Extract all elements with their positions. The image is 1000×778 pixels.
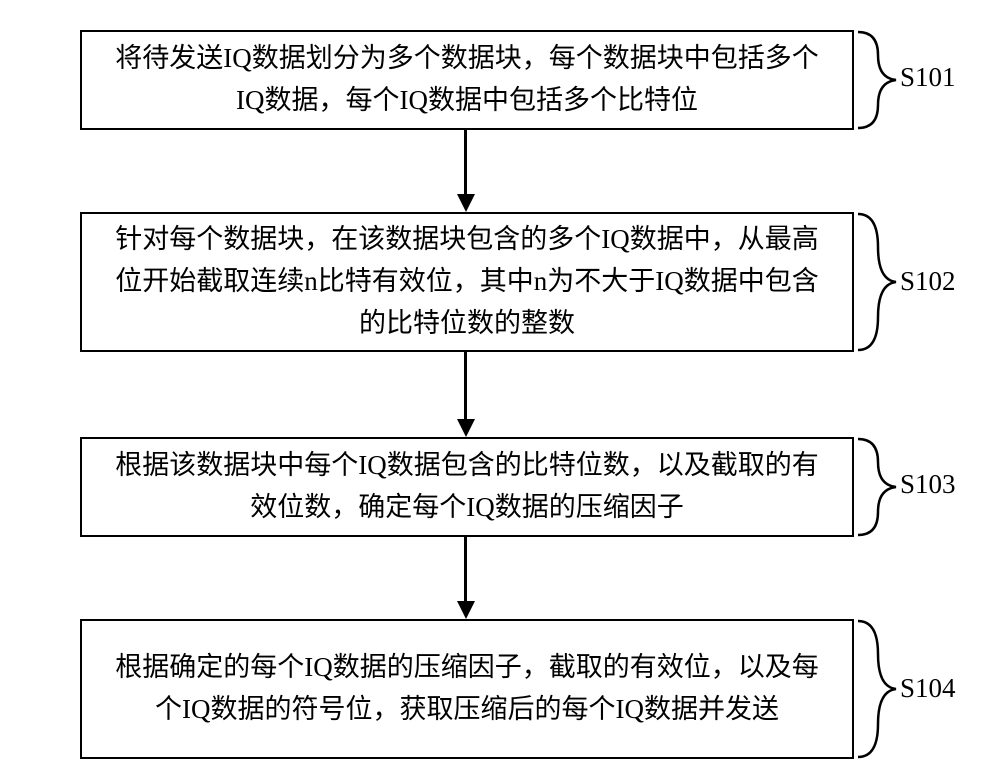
step-label-s103: S103: [900, 469, 956, 500]
arrow-s101-s102-head: [457, 194, 475, 212]
step-box-s103: 根据该数据块中每个IQ数据包含的比特位数，以及截取的有效位数，确定每个IQ数据的…: [80, 437, 854, 537]
arrow-s103-s104-line: [464, 537, 467, 601]
step-label-s101: S101: [900, 62, 956, 93]
step-text: 根据该数据块中每个IQ数据包含的比特位数，以及截取的有效位数，确定每个IQ数据的…: [106, 445, 828, 529]
step-label-s104: S104: [900, 673, 956, 704]
brace-s103: [854, 437, 900, 537]
brace-s102: [854, 212, 900, 352]
arrow-s102-s103-line: [464, 352, 467, 419]
step-label-s102: S102: [900, 266, 956, 297]
brace-s101: [854, 30, 900, 130]
step-box-s101: 将待发送IQ数据划分为多个数据块，每个数据块中包括多个IQ数据，每个IQ数据中包…: [80, 30, 854, 130]
step-box-s102: 针对每个数据块，在该数据块包含的多个IQ数据中，从最高位开始截取连续n比特有效位…: [80, 212, 854, 352]
step-text: 将待发送IQ数据划分为多个数据块，每个数据块中包括多个IQ数据，每个IQ数据中包…: [106, 38, 828, 122]
arrow-s102-s103-head: [457, 419, 475, 437]
step-text: 针对每个数据块，在该数据块包含的多个IQ数据中，从最高位开始截取连续n比特有效位…: [106, 219, 828, 345]
arrow-s101-s102-line: [464, 130, 467, 194]
step-box-s104: 根据确定的每个IQ数据的压缩因子，截取的有效位，以及每个IQ数据的符号位，获取压…: [80, 619, 854, 759]
arrow-s103-s104-head: [457, 601, 475, 619]
brace-s104: [854, 619, 900, 759]
step-text: 根据确定的每个IQ数据的压缩因子，截取的有效位，以及每个IQ数据的符号位，获取压…: [106, 647, 828, 731]
flowchart-canvas: 将待发送IQ数据划分为多个数据块，每个数据块中包括多个IQ数据，每个IQ数据中包…: [0, 0, 1000, 778]
